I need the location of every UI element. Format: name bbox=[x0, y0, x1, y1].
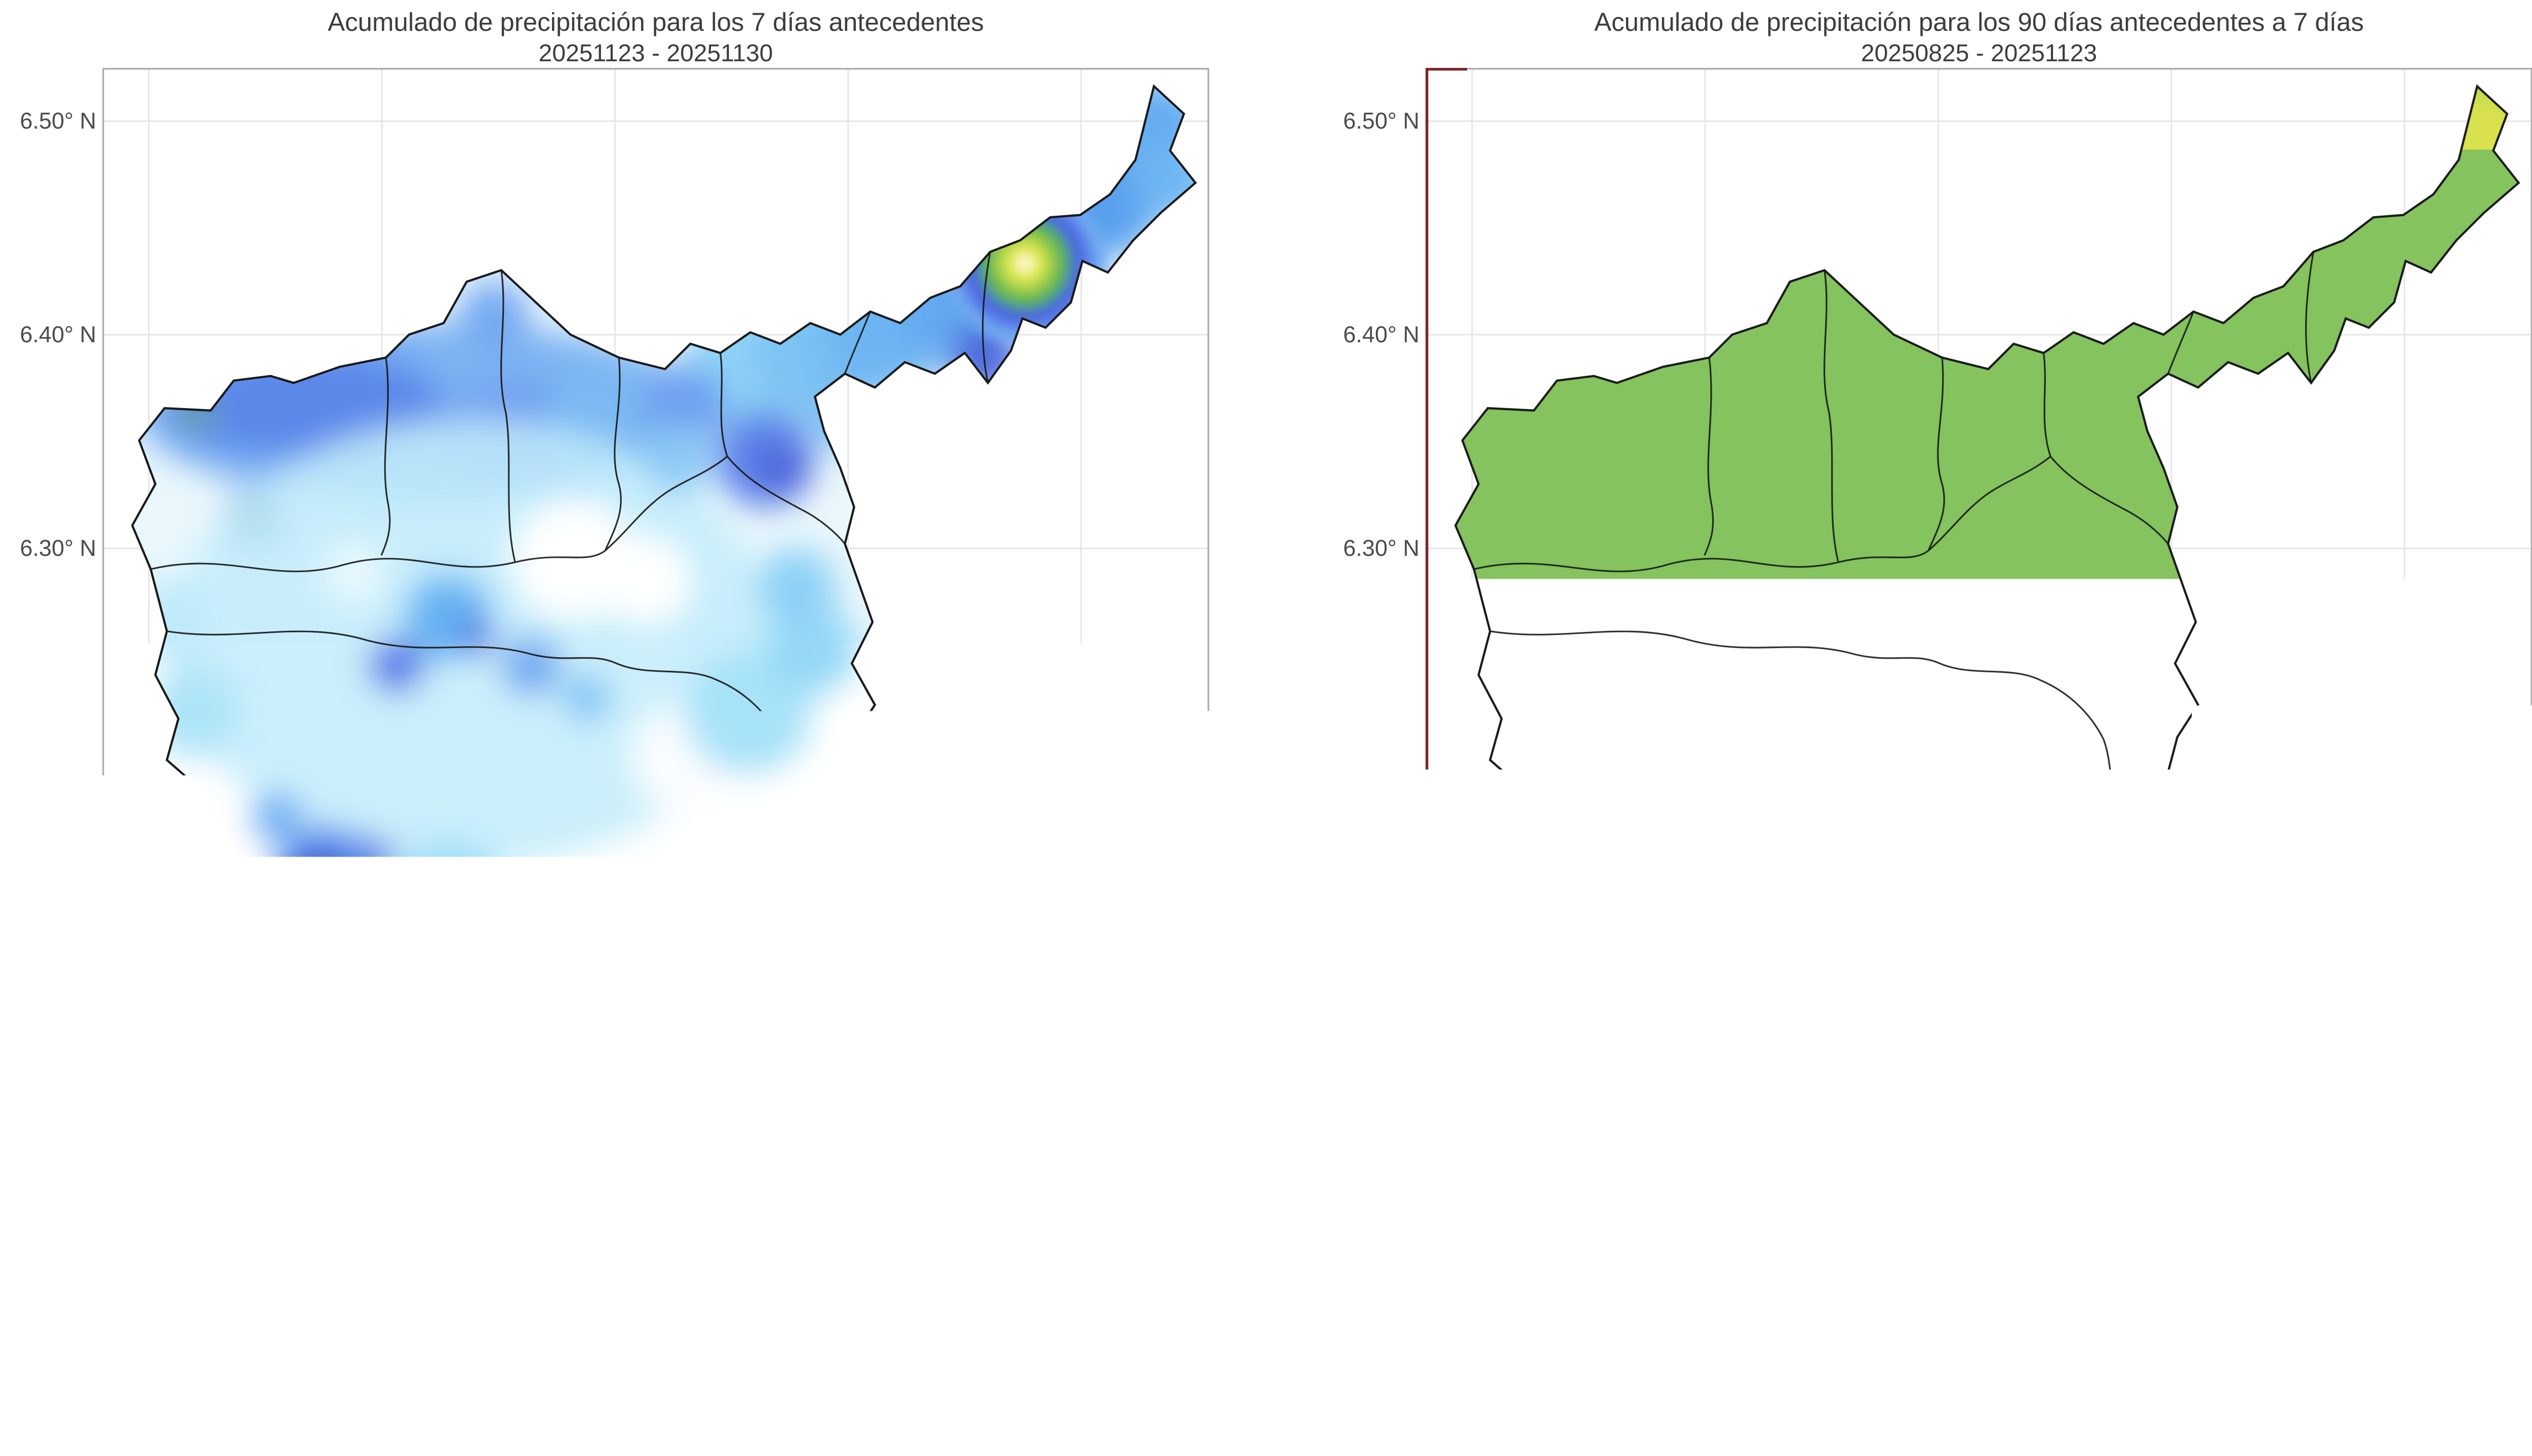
y-tick-label: 6.50° N bbox=[1316, 107, 1419, 135]
colorbar-tick: 600 bbox=[2035, 1360, 2116, 1388]
colorbar-tick: 0 bbox=[1423, 1360, 1504, 1388]
colorbar-label: Acumulado Precipitación [mm] bbox=[1426, 1391, 2532, 1425]
colorbar-gradient bbox=[140, 1324, 1171, 1353]
colorbar-tick: 100 bbox=[455, 1360, 536, 1388]
colorbar-tick: 400 bbox=[1831, 1360, 1912, 1388]
y-tick-label: 6.10° N bbox=[1316, 961, 1419, 990]
colorbar-tick: 200 bbox=[1627, 1360, 1708, 1388]
y-tick-label: 6.20° N bbox=[0, 748, 96, 776]
y-tick-label: 6.40° N bbox=[1316, 320, 1419, 349]
colorbar-tick: 120 bbox=[526, 1360, 607, 1388]
x-tick-label: 75.50° W bbox=[1862, 1269, 2014, 1297]
panel-subtitle: 20251123 - 20251130 bbox=[102, 39, 1209, 67]
panel-title: Acumulado de precipitación para los 7 dí… bbox=[102, 7, 1209, 37]
map-plot-7d bbox=[102, 68, 1209, 1264]
colorbar-tick: 140 bbox=[597, 1360, 678, 1388]
y-tick-label: 6.40° N bbox=[0, 320, 96, 349]
colorbar-90d bbox=[1426, 1322, 2532, 1355]
panel-precip-90d: Acumulado de precipitación para los 90 d… bbox=[1323, 0, 2532, 1456]
colorbar-7d bbox=[102, 1322, 1209, 1355]
colorbar-tick: 40 bbox=[242, 1360, 323, 1388]
colorbar-tick: 180 bbox=[739, 1360, 820, 1388]
colorbar-tick: 300 bbox=[1729, 1360, 1810, 1388]
x-tick-label: 75.40° W bbox=[2095, 1269, 2247, 1297]
x-tick-label: 75.40° W bbox=[772, 1269, 924, 1297]
colorbar-gradient bbox=[1463, 1324, 2495, 1353]
y-tick-label: 6.20° N bbox=[1316, 748, 1419, 776]
colorbar-tick: 1000 bbox=[2443, 1360, 2524, 1388]
colorbar-tick: 500 bbox=[1933, 1360, 2014, 1388]
precipitation-field-7d bbox=[102, 68, 1209, 1264]
precipitation-field-90d bbox=[1426, 68, 2532, 1264]
map-plot-90d bbox=[1426, 68, 2532, 1264]
x-tick-label: 75.30° W bbox=[1005, 1269, 1157, 1297]
y-tick-label: 6.30° N bbox=[0, 534, 96, 562]
colorbar-label: Acumulado Precipitación [mm] bbox=[102, 1391, 1209, 1425]
x-tick-label: 75.70° W bbox=[73, 1269, 225, 1297]
colorbar-tick: 60 bbox=[313, 1360, 394, 1388]
colorbar-tick: 200 bbox=[810, 1360, 891, 1388]
colorbar-tick: 80 bbox=[384, 1360, 465, 1388]
colorbar-over-arrow bbox=[1171, 1324, 1208, 1353]
colorbar-tick: 20 bbox=[171, 1360, 252, 1388]
figure-canvas: Acumulado de precipitación para los 7 dí… bbox=[0, 0, 2532, 1456]
colorbar-under-arrow bbox=[1427, 1324, 1463, 1353]
colorbar-tick: 800 bbox=[2239, 1360, 2320, 1388]
panel-precip-7d: Acumulado de precipitación para los 7 dí… bbox=[0, 0, 1231, 1456]
colorbar-tick: 100 bbox=[1525, 1360, 1606, 1388]
colorbar-tick: 280 bbox=[1095, 1360, 1176, 1388]
colorbar-tick: 700 bbox=[2137, 1360, 2218, 1388]
y-tick-label: 6.00° N bbox=[0, 1175, 96, 1203]
panel-title: Acumulado de precipitación para los 90 d… bbox=[1426, 7, 2532, 37]
colorbar-tick: 240 bbox=[953, 1360, 1034, 1388]
y-tick-label: 6.10° N bbox=[0, 961, 96, 990]
x-tick-label: 75.50° W bbox=[539, 1269, 691, 1297]
colorbar-tick: 160 bbox=[668, 1360, 749, 1388]
x-tick-label: 75.60° W bbox=[1629, 1269, 1781, 1297]
colorbar-over-arrow bbox=[2495, 1324, 2531, 1353]
colorbar-tick: 900 bbox=[2341, 1360, 2422, 1388]
x-tick-label: 75.30° W bbox=[2328, 1269, 2480, 1297]
y-tick-label: 6.30° N bbox=[1316, 534, 1419, 562]
spine-accent bbox=[830, 1227, 1208, 1262]
y-tick-label: 6.50° N bbox=[0, 107, 96, 135]
x-tick-label: 75.60° W bbox=[306, 1269, 458, 1297]
y-tick-label: 6.00° N bbox=[1316, 1175, 1419, 1203]
panel-subtitle: 20250825 - 20251123 bbox=[1426, 39, 2532, 67]
colorbar-under-arrow bbox=[103, 1324, 140, 1353]
x-tick-label: 75.70° W bbox=[1396, 1269, 1548, 1297]
